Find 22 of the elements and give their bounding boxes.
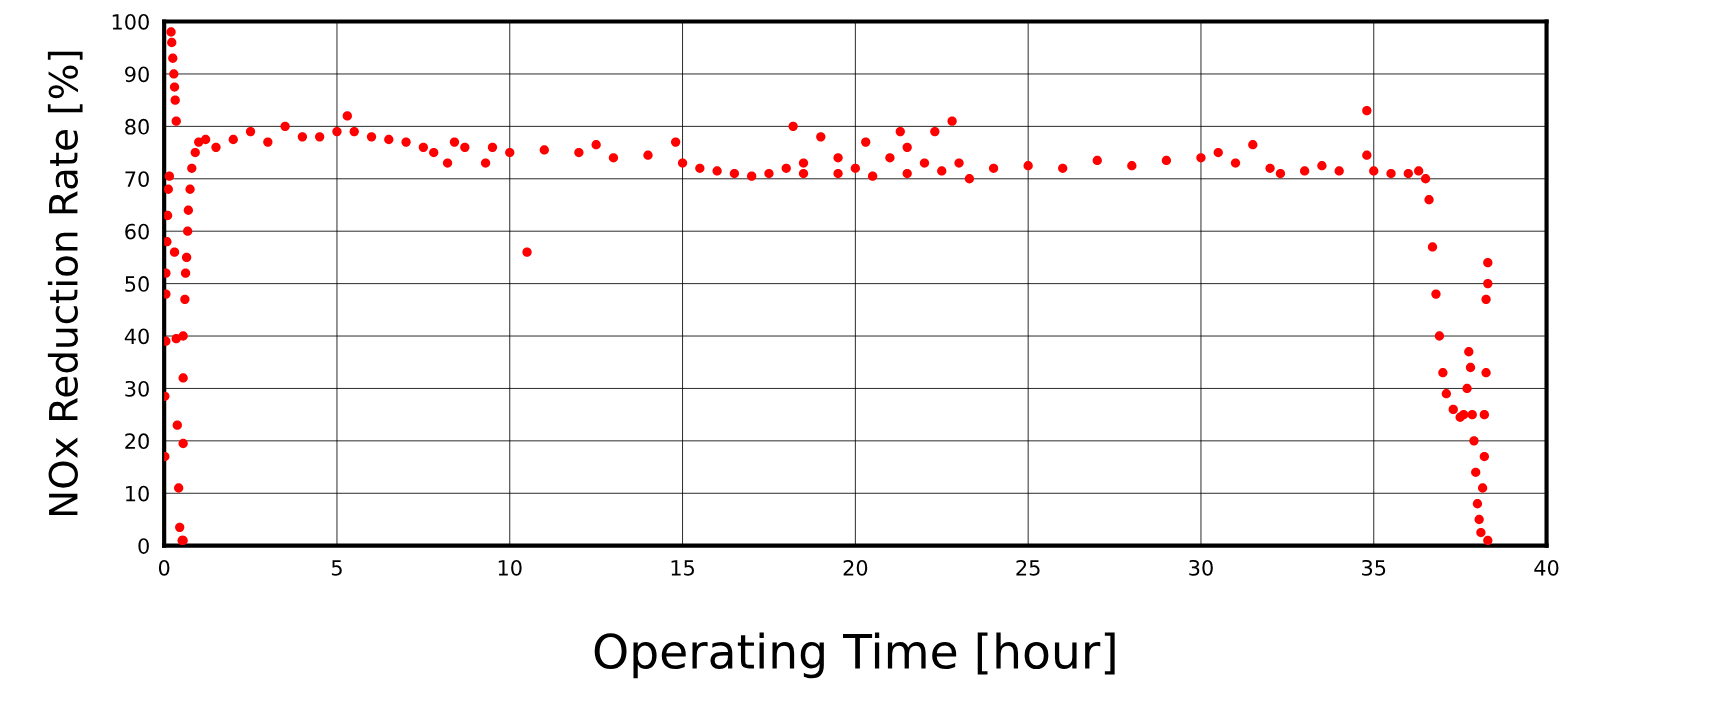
x-tick-label: 40 — [1534, 559, 1559, 576]
y-axis-title: NOx Reduction Rate [%] — [47, 51, 83, 516]
y-tick-label: 80 — [125, 118, 149, 135]
y-tick-label: 20 — [125, 433, 149, 450]
x-tick-label: 0 — [158, 559, 170, 576]
y-tick-label: 40 — [124, 328, 149, 345]
y-tick-label: 90 — [125, 66, 149, 83]
x-axis-title: Operating Time [hour] — [594, 632, 1115, 679]
x-tick-label: 10 — [498, 559, 522, 576]
x-tick-label: 30 — [1189, 559, 1213, 576]
x-tick-label: 25 — [1016, 559, 1040, 576]
y-tick-label: 70 — [125, 171, 149, 187]
y-tick-label: 0 — [138, 538, 149, 554]
x-tick-label: 20 — [843, 559, 868, 576]
y-tick-label: 100 — [112, 13, 149, 30]
y-tick-label: 50 — [125, 276, 149, 292]
x-tick-label: 15 — [671, 560, 694, 576]
x-tick-label: 35 — [1362, 559, 1386, 576]
y-tick-label: 10 — [126, 485, 149, 502]
y-tick-label: 30 — [125, 380, 149, 397]
y-tick-label: 60 — [125, 223, 149, 240]
x-tick-label: 5 — [331, 560, 342, 576]
